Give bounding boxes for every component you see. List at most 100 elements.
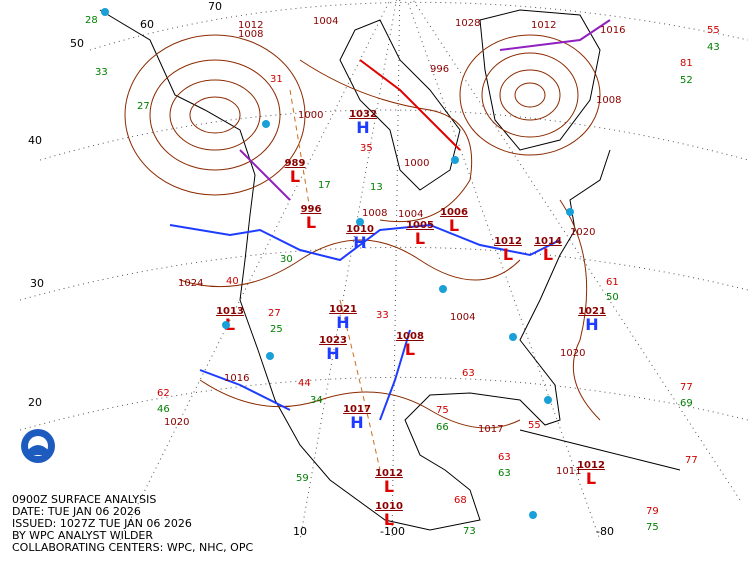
pressure-center-value: 1021 <box>329 304 357 315</box>
station-dewpoint: 27 <box>137 101 150 112</box>
station-dewpoint: 28 <box>85 15 98 26</box>
pressure-center-symbol: L <box>415 229 425 248</box>
pressure-center-value: 1017 <box>343 404 371 415</box>
isobar <box>514 82 546 108</box>
pressure-center-value: 1032 <box>349 109 377 120</box>
isobar <box>559 199 601 421</box>
isobar-label: 1020 <box>164 417 189 428</box>
caption-line: ISSUED: 1027Z TUE JAN 06 2026 <box>12 517 192 530</box>
pressure-center-symbol: L <box>384 477 394 496</box>
caption-line: BY WPC ANALYST WILDER <box>12 529 153 542</box>
isobar <box>499 69 561 121</box>
pressure-center-value: 996 <box>301 204 322 215</box>
noaa-logo <box>21 429 55 463</box>
pressure-center-value: 1014 <box>534 236 562 247</box>
fronts <box>169 19 611 421</box>
station-marker <box>509 333 517 341</box>
isobar-label: 1004 <box>313 16 338 27</box>
station-dewpoint: 25 <box>270 324 283 335</box>
station-temperature: 77 <box>685 455 698 466</box>
pressure-center-symbol: L <box>306 213 316 232</box>
pressure-center-symbol: H <box>336 313 349 332</box>
station-marker <box>439 285 447 293</box>
isobar <box>459 34 601 156</box>
latitude-label: 20 <box>28 396 42 409</box>
longitude-line <box>406 0 601 541</box>
station-marker <box>262 120 270 128</box>
station-dewpoint: 63 <box>498 468 511 479</box>
isobar <box>169 79 261 151</box>
pressure-center-value: 1008 <box>396 331 424 342</box>
latitude-label: 70 <box>208 0 222 13</box>
station-temperature: 63 <box>498 452 511 463</box>
station-temperature: 75 <box>436 405 449 416</box>
coastline <box>99 9 611 531</box>
pressure-center-symbol: L <box>225 315 235 334</box>
pressure-center-symbol: L <box>290 167 300 186</box>
station-temperature: 81 <box>680 58 693 69</box>
isobar-label: 1024 <box>178 278 203 289</box>
station-marker <box>529 511 537 519</box>
isobar-label: 1011 <box>556 466 581 477</box>
pressure-center-value: 1010 <box>346 224 374 235</box>
station-dewpoint: 43 <box>707 42 720 53</box>
caribbean <box>519 429 681 471</box>
isobar <box>189 96 241 134</box>
isobar-label: 1012 <box>238 20 263 31</box>
cold-front <box>379 329 411 421</box>
isobar <box>481 52 579 138</box>
station-dewpoint: 33 <box>95 67 108 78</box>
station-temperature: 62 <box>157 388 170 399</box>
pressure-center-value: 1006 <box>440 207 468 218</box>
latitude-line <box>19 246 748 301</box>
longitude-label: 10 <box>293 525 307 538</box>
longitude-line <box>391 0 401 541</box>
station-temperature: 77 <box>680 382 693 393</box>
pressure-center-symbol: H <box>326 344 339 363</box>
station-marker <box>101 8 109 16</box>
lat-lon-grid <box>19 0 748 541</box>
isobar-label: 1000 <box>298 110 323 121</box>
latitude-line <box>19 376 748 431</box>
longitude-line <box>412 0 741 501</box>
troughs <box>289 89 381 471</box>
hudson-bay <box>339 19 461 191</box>
pressure-center-value: 1021 <box>578 306 606 317</box>
isobar <box>124 34 306 196</box>
isobar-label: 1004 <box>450 312 475 323</box>
occluded-front <box>239 149 291 201</box>
station-marker <box>222 321 230 329</box>
isobar-label: 1008 <box>238 29 263 40</box>
station-dewpoint: 13 <box>370 182 383 193</box>
station-dewpoint: 69 <box>680 398 693 409</box>
station-dewpoint: 59 <box>296 473 309 484</box>
isobar-label: 1016 <box>600 25 625 36</box>
station-dewpoint: 17 <box>318 180 331 191</box>
latitude-label: 30 <box>30 277 44 290</box>
longitude-label: -80 <box>596 525 614 538</box>
isobar-label: 1000 <box>404 158 429 169</box>
trough <box>339 299 381 471</box>
station-temperature: 40 <box>226 276 239 287</box>
isobar-label: 1016 <box>224 373 249 384</box>
isobar-label: 1008 <box>362 208 387 219</box>
station-temperature: 44 <box>298 378 311 389</box>
coastlines <box>99 9 681 531</box>
pressure-center-symbol: H <box>350 413 363 432</box>
station-dewpoint: 52 <box>680 75 693 86</box>
isobar-label: 1017 <box>478 424 503 435</box>
latitude-line <box>39 109 748 161</box>
isobar-label: 1004 <box>398 209 423 220</box>
longitude-label: -100 <box>380 525 405 538</box>
trough <box>289 89 311 211</box>
station-marker <box>544 396 552 404</box>
pressure-center-value: 1013 <box>216 306 244 317</box>
pressure-center-symbol: L <box>586 469 596 488</box>
station-temperature: 68 <box>454 495 467 506</box>
station-temperature: 35 <box>360 143 373 154</box>
pressure-center-symbol: L <box>503 245 513 264</box>
station-temperature: 61 <box>606 277 619 288</box>
pressure-center-value: 989 <box>285 158 306 169</box>
pressure-center-value: 1023 <box>319 335 347 346</box>
